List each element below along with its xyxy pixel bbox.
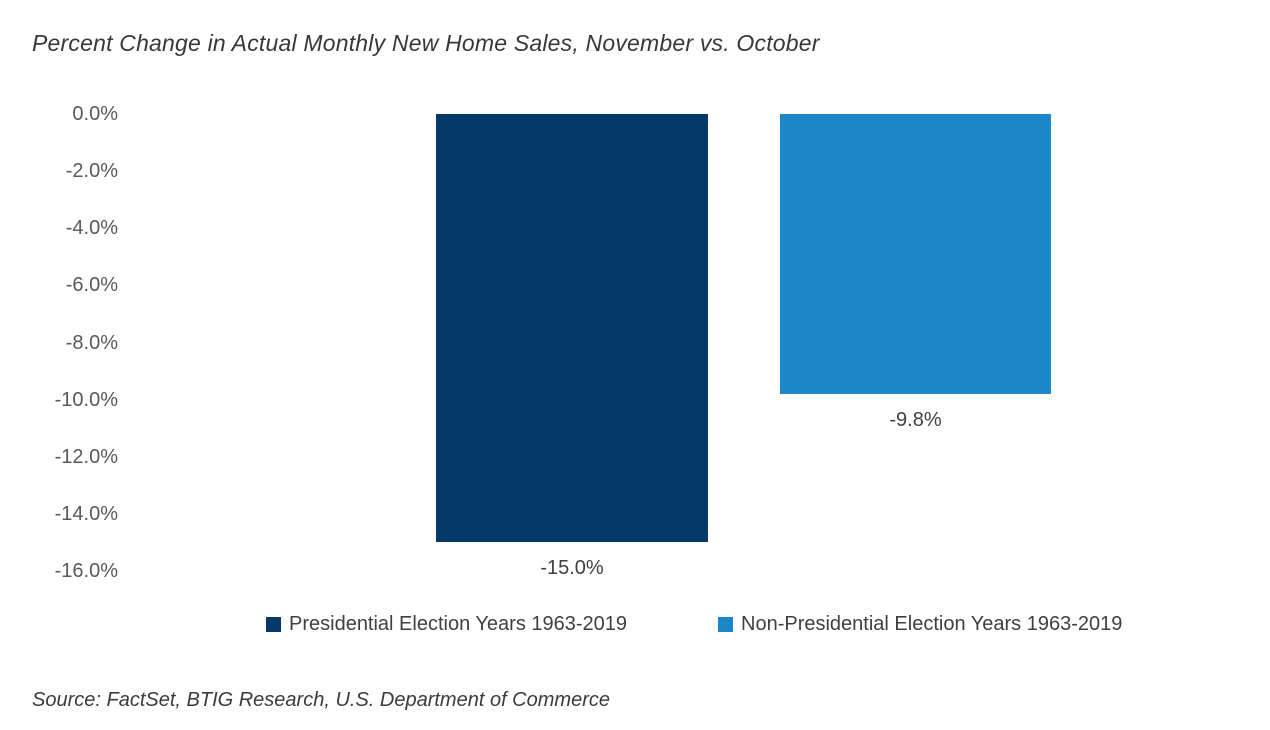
bar-value-label-presidential: -15.0% <box>540 557 604 579</box>
y-axis-tick-label: -16.0% <box>54 560 118 582</box>
y-axis-tick-label: -10.0% <box>54 388 118 411</box>
bar-presidential <box>436 114 708 542</box>
source-note: Source: FactSet, BTIG Research, U.S. Dep… <box>32 689 610 711</box>
legend-swatch-non-presidential-icon <box>718 616 733 632</box>
legend-swatch-presidential-icon <box>266 616 281 632</box>
bar-non-presidential <box>780 114 1051 394</box>
legend-label-presidential: Presidential Election Years 1963-2019 <box>289 612 628 635</box>
y-axis-tick-label: -2.0% <box>65 160 118 183</box>
y-axis-tick-label: 0.0% <box>72 103 118 125</box>
y-axis-tick-label: -12.0% <box>54 445 118 468</box>
bar-value-label-non-presidential: -9.8% <box>889 409 942 431</box>
y-axis-tick-label: -4.0% <box>65 217 118 240</box>
y-axis-tick-label: -8.0% <box>65 331 118 354</box>
legend-label-non-presidential: Non-Presidential Election Years 1963-201… <box>741 612 1123 635</box>
y-axis-tick-label: -14.0% <box>54 502 118 525</box>
chart-title: Percent Change in Actual Monthly New Hom… <box>32 30 820 56</box>
legend-item-presidential: Presidential Election Years 1963-2019 <box>266 611 627 637</box>
y-axis-tick-label: -6.0% <box>65 274 118 297</box>
legend-item-non-presidential: Non-Presidential Election Years 1963-201… <box>718 611 1122 637</box>
